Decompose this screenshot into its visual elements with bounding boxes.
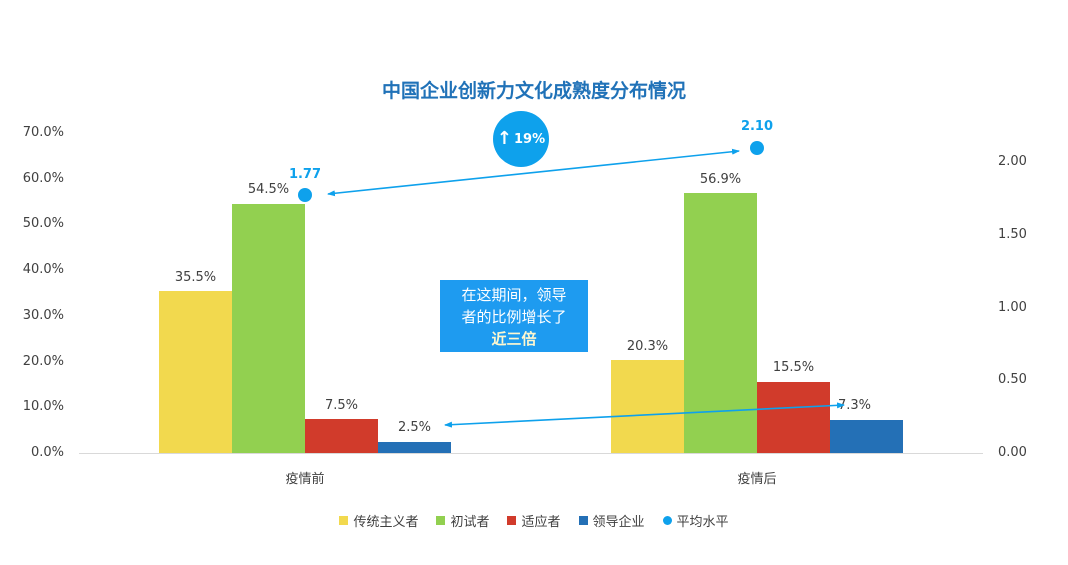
bar-value-label: 54.5%	[247, 182, 290, 197]
increase-badge: ↑ 19%	[493, 111, 549, 167]
bar-leader-after[interactable]	[830, 420, 903, 453]
right-axis-tick: 2.00	[998, 154, 1027, 169]
bar-value-label: 7.5%	[324, 398, 359, 413]
bar-traditionalist-after[interactable]	[611, 360, 684, 453]
legend-label: 传统主义者	[353, 515, 419, 530]
left-axis-tick: 30.0%	[22, 308, 64, 323]
bar-value-label: 7.3%	[838, 398, 872, 413]
chart-title: 中国企业创新力文化成熟度分布情况	[381, 80, 686, 102]
left-axis-tick: 10.0%	[22, 399, 64, 414]
callout-line-3: 近三倍	[491, 330, 537, 348]
legend-label: 初试者	[450, 515, 490, 530]
legend-label: 适应者	[521, 515, 561, 530]
increase-badge-text: 19%	[513, 131, 546, 147]
right-axis-tick: 0.00	[998, 445, 1027, 460]
leader-growth-callout: 在这期间，领导 者的比例增长了 近三倍	[440, 280, 588, 352]
bar-value-label: 20.3%	[626, 339, 669, 354]
left-axis-tick: 20.0%	[22, 354, 64, 369]
legend-item-adapter[interactable]: 适应者	[507, 511, 561, 530]
bar-value-label: 35.5%	[174, 270, 217, 285]
legend-item-average[interactable]: 平均水平	[662, 511, 729, 530]
bar-value-label: 15.5%	[772, 360, 815, 375]
bar-beginner-after[interactable]	[684, 193, 757, 453]
bar-adapter-before[interactable]	[305, 419, 378, 453]
legend-item-beginner[interactable]: 初试者	[436, 511, 489, 530]
category-label-before: 疫情前	[285, 472, 325, 487]
right-axis-tick: 0.50	[998, 372, 1027, 387]
legend-label: 平均水平	[676, 515, 729, 530]
right-axis-tick: 1.50	[998, 227, 1027, 242]
average-value-label-after: 2.10	[740, 119, 774, 134]
legend-item-leader[interactable]: 领导企业	[578, 511, 645, 530]
chart-legend: 传统主义者 初试者 适应者 领导企业 平均水平	[0, 511, 1068, 530]
bar-leader-before[interactable]	[378, 442, 451, 453]
callout-line-1: 在这期间，领导	[461, 286, 567, 304]
right-axis-tick: 1.00	[998, 300, 1027, 315]
legend-swatch-icon	[507, 516, 517, 525]
bar-beginner-before[interactable]	[232, 204, 305, 453]
average-value-label-before: 1.77	[288, 167, 322, 182]
bar-traditionalist-before[interactable]	[159, 291, 232, 453]
bar-adapter-after[interactable]	[757, 382, 830, 453]
left-axis-tick: 40.0%	[22, 262, 64, 277]
legend-swatch-icon	[578, 516, 588, 525]
category-label-after: 疫情后	[737, 472, 777, 487]
callout-line-2: 者的比例增长了	[461, 308, 567, 326]
x-axis-line	[79, 453, 983, 454]
legend-swatch-icon	[339, 516, 349, 525]
left-axis-tick: 60.0%	[22, 171, 64, 186]
legend-label: 领导企业	[592, 515, 645, 530]
up-arrow-icon: ↑	[496, 128, 512, 149]
legend-swatch-icon	[436, 516, 446, 525]
left-axis-tick: 50.0%	[22, 216, 64, 231]
left-axis-tick: 0.0%	[30, 445, 64, 460]
average-point-after	[750, 141, 764, 155]
bar-value-label: 56.9%	[699, 172, 742, 187]
legend-item-traditionalist[interactable]: 传统主义者	[339, 511, 418, 530]
legend-dot-icon	[662, 516, 672, 525]
bar-value-label: 2.5%	[397, 420, 432, 435]
left-axis-tick: 70.0%	[22, 125, 64, 140]
